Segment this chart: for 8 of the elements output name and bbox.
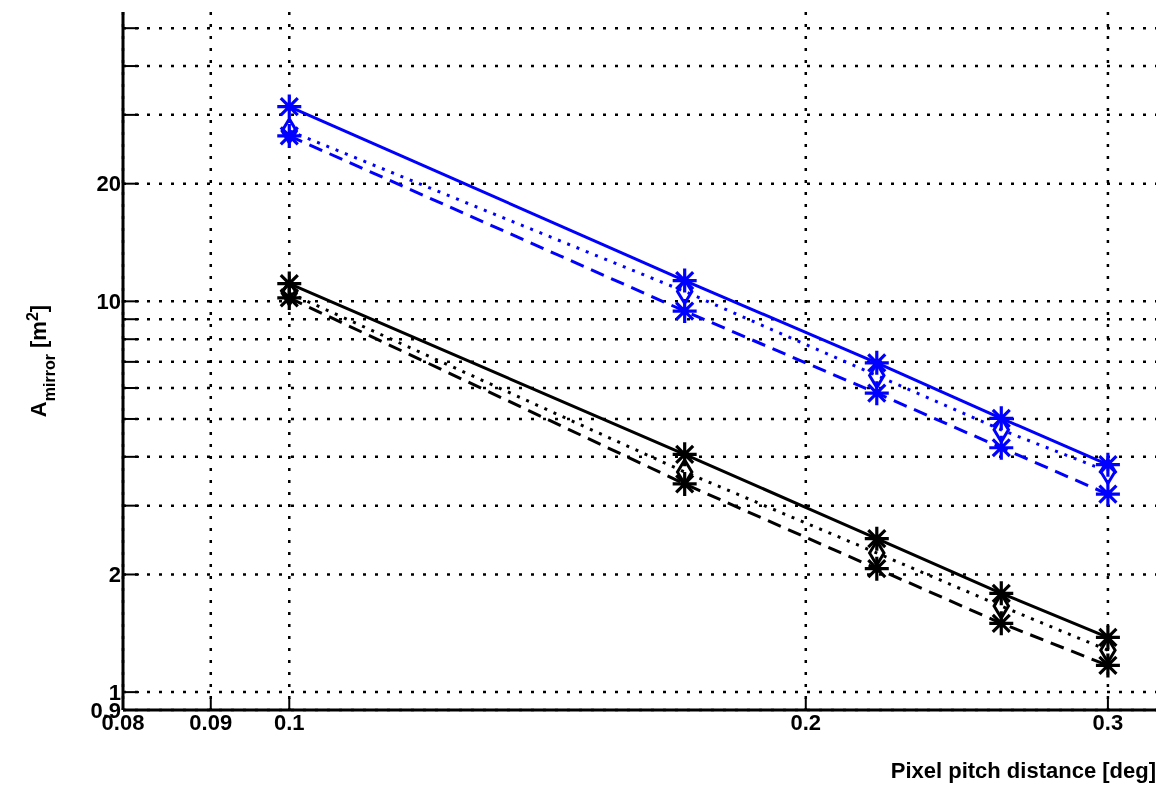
y-tick-label: 20 [96,171,121,197]
x-tick-label: 0.1 [273,709,305,735]
x-tick-label: 0.3 [1092,709,1124,735]
x-tick-label: 0.09 [189,709,233,735]
y-tick-label: 10 [96,289,121,315]
x-tick-label: 0.2 [790,709,822,735]
x-axis-title: Pixel pitch distance [deg] [890,758,1156,783]
y-tick-label: 2 [108,562,121,588]
